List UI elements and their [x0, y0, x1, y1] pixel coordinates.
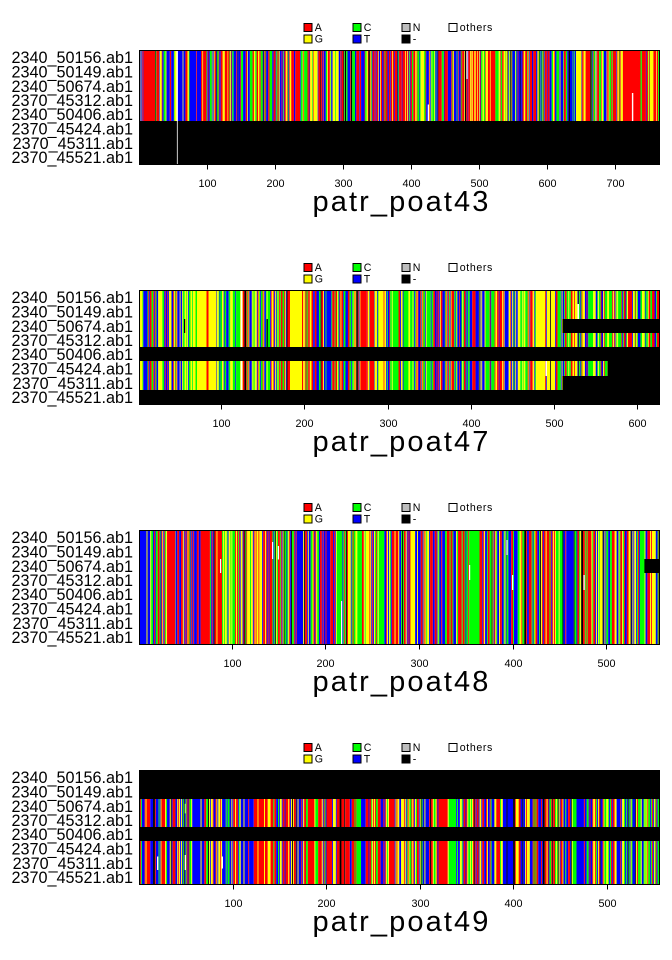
svg-text:-: -	[413, 34, 417, 46]
svg-text:N: N	[413, 742, 421, 754]
svg-text:others: others	[460, 262, 493, 274]
svg-text:2340_50149.ab1: 2340_50149.ab1	[11, 783, 133, 801]
svg-text:patr_poat48: patr_poat48	[313, 666, 491, 698]
svg-text:2340_50156.ab1: 2340_50156.ab1	[11, 529, 133, 547]
svg-text:200: 200	[316, 658, 334, 670]
svg-text:-: -	[413, 514, 417, 526]
svg-text:G: G	[315, 754, 323, 766]
svg-text:2370_45424.ab1: 2370_45424.ab1	[11, 120, 133, 138]
svg-text:200: 200	[295, 418, 313, 430]
svg-text:2370_45521.ab1: 2370_45521.ab1	[11, 389, 133, 407]
svg-text:2340_50149.ab1: 2340_50149.ab1	[11, 543, 133, 561]
svg-text:N: N	[413, 262, 421, 274]
svg-text:2370_45312.ab1: 2370_45312.ab1	[11, 812, 133, 830]
svg-text:2370_45424.ab1: 2370_45424.ab1	[11, 840, 133, 858]
svg-text:-: -	[413, 274, 417, 286]
svg-text:-: -	[413, 754, 417, 766]
svg-text:others: others	[460, 22, 493, 34]
svg-text:patr_poat49: patr_poat49	[313, 906, 491, 938]
svg-text:400: 400	[504, 898, 522, 910]
svg-text:200: 200	[317, 898, 335, 910]
svg-text:700: 700	[606, 178, 624, 190]
svg-text:N: N	[413, 502, 421, 514]
svg-text:others: others	[460, 502, 493, 514]
svg-text:500: 500	[545, 418, 563, 430]
svg-text:2370_45312.ab1: 2370_45312.ab1	[11, 572, 133, 590]
svg-text:2370_45521.ab1: 2370_45521.ab1	[11, 149, 133, 167]
svg-text:patr_poat47: patr_poat47	[313, 426, 491, 458]
svg-text:2340_50674.ab1: 2340_50674.ab1	[11, 798, 133, 816]
svg-text:2370_45312.ab1: 2370_45312.ab1	[11, 332, 133, 350]
svg-text:300: 300	[411, 898, 429, 910]
svg-text:2370_45312.ab1: 2370_45312.ab1	[11, 92, 133, 110]
svg-text:100: 100	[224, 898, 242, 910]
svg-text:C: C	[364, 262, 372, 274]
svg-text:2370_45311.ab1: 2370_45311.ab1	[13, 855, 133, 873]
svg-text:2340_50406.ab1: 2340_50406.ab1	[11, 106, 133, 124]
svg-text:2370_45311.ab1: 2370_45311.ab1	[13, 135, 133, 153]
svg-text:G: G	[315, 34, 323, 46]
svg-text:200: 200	[266, 178, 284, 190]
svg-text:2340_50149.ab1: 2340_50149.ab1	[11, 63, 133, 81]
svg-text:600: 600	[628, 418, 646, 430]
svg-text:T: T	[364, 514, 371, 526]
svg-text:C: C	[364, 502, 372, 514]
svg-text:A: A	[315, 262, 323, 274]
svg-text:others: others	[460, 742, 493, 754]
svg-text:2340_50156.ab1: 2340_50156.ab1	[11, 769, 133, 787]
svg-text:300: 300	[379, 418, 397, 430]
svg-text:400: 400	[462, 418, 480, 430]
svg-text:T: T	[364, 274, 371, 286]
svg-text:C: C	[364, 742, 372, 754]
svg-text:patr_poat43: patr_poat43	[313, 186, 491, 218]
svg-text:2340_50674.ab1: 2340_50674.ab1	[11, 558, 133, 576]
svg-text:100: 100	[212, 418, 230, 430]
svg-text:400: 400	[504, 658, 522, 670]
svg-text:500: 500	[598, 898, 616, 910]
svg-text:2370_45521.ab1: 2370_45521.ab1	[11, 629, 133, 647]
svg-text:G: G	[315, 274, 323, 286]
svg-text:500: 500	[597, 658, 615, 670]
svg-text:2370_45311.ab1: 2370_45311.ab1	[13, 375, 133, 393]
svg-text:2340_50156.ab1: 2340_50156.ab1	[11, 289, 133, 307]
svg-text:2370_45311.ab1: 2370_45311.ab1	[13, 615, 133, 633]
svg-text:300: 300	[334, 178, 352, 190]
svg-text:G: G	[315, 514, 323, 526]
svg-text:2340_50674.ab1: 2340_50674.ab1	[11, 78, 133, 96]
svg-text:A: A	[315, 22, 323, 34]
svg-text:2370_45424.ab1: 2370_45424.ab1	[11, 600, 133, 618]
svg-text:400: 400	[402, 178, 420, 190]
svg-text:2340_50674.ab1: 2340_50674.ab1	[11, 318, 133, 336]
svg-text:100: 100	[198, 178, 216, 190]
svg-text:N: N	[413, 22, 421, 34]
svg-text:2370_45521.ab1: 2370_45521.ab1	[11, 869, 133, 887]
svg-text:T: T	[364, 754, 371, 766]
svg-text:2370_45424.ab1: 2370_45424.ab1	[11, 360, 133, 378]
svg-text:2340_50156.ab1: 2340_50156.ab1	[11, 49, 133, 67]
svg-text:A: A	[315, 742, 323, 754]
svg-text:300: 300	[410, 658, 428, 670]
svg-text:2340_50406.ab1: 2340_50406.ab1	[11, 346, 133, 364]
svg-text:C: C	[364, 22, 372, 34]
svg-text:500: 500	[470, 178, 488, 190]
svg-text:600: 600	[538, 178, 556, 190]
svg-text:A: A	[315, 502, 323, 514]
svg-text:2340_50406.ab1: 2340_50406.ab1	[11, 586, 133, 604]
svg-text:100: 100	[223, 658, 241, 670]
svg-text:T: T	[364, 34, 371, 46]
svg-text:2340_50406.ab1: 2340_50406.ab1	[11, 826, 133, 844]
svg-text:2340_50149.ab1: 2340_50149.ab1	[11, 303, 133, 321]
